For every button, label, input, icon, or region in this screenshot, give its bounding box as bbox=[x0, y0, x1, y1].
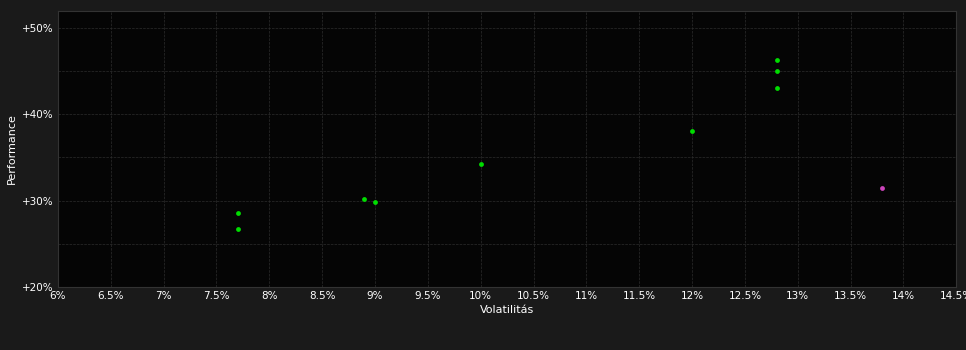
Point bbox=[356, 196, 372, 202]
Point bbox=[230, 210, 245, 216]
Point bbox=[874, 185, 890, 190]
Point bbox=[367, 199, 383, 205]
Point bbox=[769, 85, 784, 91]
Y-axis label: Performance: Performance bbox=[7, 113, 16, 184]
Point bbox=[230, 226, 245, 232]
Point bbox=[769, 57, 784, 63]
Point bbox=[473, 161, 489, 167]
X-axis label: Volatilitás: Volatilitás bbox=[480, 305, 534, 315]
Point bbox=[684, 128, 699, 133]
Point bbox=[769, 68, 784, 74]
